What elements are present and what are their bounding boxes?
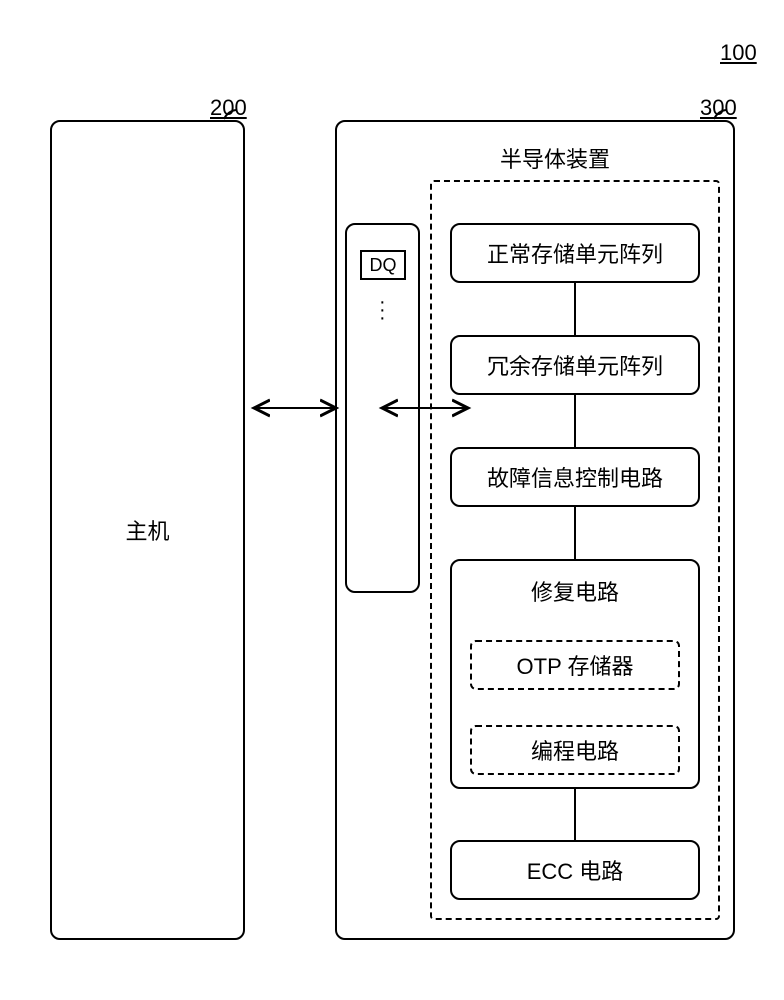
arrow-io-inner [0, 0, 784, 1000]
